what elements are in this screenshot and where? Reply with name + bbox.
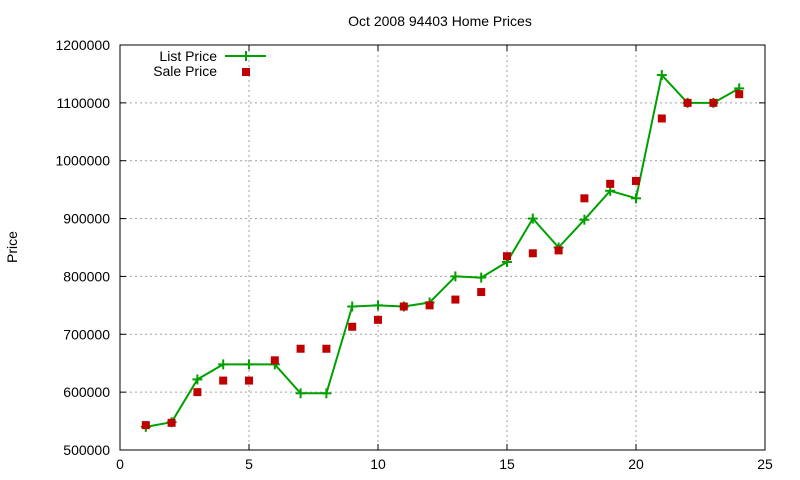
- list-price-point: [373, 300, 383, 311]
- sale-price-point: [296, 344, 305, 353]
- sale-price-point: [425, 301, 434, 310]
- sale-price-point: [399, 302, 408, 311]
- chart-title: Oct 2008 94403 Home Prices: [348, 13, 532, 29]
- y-tick-label: 1100000: [57, 95, 111, 111]
- sale-price-point: [554, 246, 563, 255]
- sale-price-point: [503, 252, 511, 261]
- sale-price-point: [657, 114, 666, 123]
- sale-price-point: [709, 98, 718, 107]
- y-tick-label: 700000: [63, 326, 110, 342]
- x-tick-label: 5: [245, 456, 253, 472]
- axis-ticks: 0 5 10 15 20 25 500000 600000 700000 800000 900000…: [55, 37, 773, 472]
- sale-price-point: [683, 98, 692, 107]
- sale-price-point: [451, 295, 460, 304]
- grid: [120, 45, 765, 450]
- legend: List Price Sale Price: [153, 48, 266, 79]
- list-price-point: [218, 359, 229, 370]
- sale-price-point: [219, 376, 228, 385]
- list-price-line: [145, 74, 740, 428]
- sale-price-point: [245, 376, 253, 385]
- y-tick-label: 900000: [63, 211, 110, 227]
- y-tick-label: 500000: [63, 442, 110, 458]
- plot-frame: [119, 44, 766, 451]
- sale-price-point: [193, 388, 202, 397]
- sale-price-point: [141, 421, 150, 430]
- y-tick-label: 800000: [63, 268, 110, 284]
- list-price-point: [579, 214, 590, 225]
- x-tick-label: 20: [628, 456, 644, 472]
- list-price-point: [347, 301, 358, 312]
- list-price-point: [321, 388, 332, 399]
- sale-price-point: [580, 194, 589, 203]
- list-price-point: [656, 70, 667, 81]
- series-layer: [140, 70, 745, 432]
- y-tick-label: 1000000: [55, 153, 110, 169]
- sale-price-point: [348, 322, 357, 331]
- list-price-point: [527, 213, 538, 224]
- sale-price-point: [528, 249, 537, 258]
- sale-price-point: [735, 90, 744, 99]
- x-tick-label: 0: [116, 456, 124, 472]
- y-axis-label: Price: [4, 231, 20, 263]
- sale-price-point: [632, 176, 640, 185]
- list-price-point: [192, 374, 203, 385]
- sale-price-point: [477, 288, 486, 297]
- sale-price-point: [606, 179, 615, 188]
- sale-price-point: [374, 315, 382, 324]
- x-tick-label: 10: [370, 456, 386, 472]
- list-price-point: [476, 272, 487, 283]
- sale-price-point: [167, 418, 176, 427]
- x-tick-label: 25: [757, 456, 773, 472]
- legend-label-sale-price: Sale Price: [153, 63, 217, 79]
- y-tick-label: 600000: [63, 384, 110, 400]
- legend-marker-sale-price: [242, 68, 250, 76]
- list-price-point: [244, 359, 254, 370]
- list-price-point: [450, 271, 461, 282]
- y-tick-label: 1200000: [55, 37, 110, 53]
- list-price-point: [295, 388, 306, 399]
- sale-price-point: [270, 356, 279, 365]
- list-price-point: [631, 193, 641, 204]
- x-tick-label: 15: [499, 456, 515, 472]
- legend-label-list-price: List Price: [159, 48, 217, 64]
- legend-marker-list-price: [241, 51, 251, 61]
- sale-price-point: [322, 344, 331, 353]
